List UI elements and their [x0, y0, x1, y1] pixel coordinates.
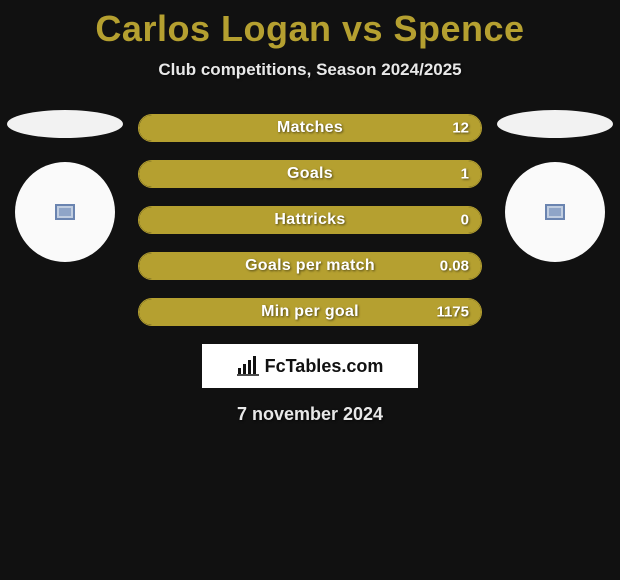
- subtitle: Club competitions, Season 2024/2025: [0, 60, 620, 80]
- content-area: Matches 12 Goals 1 Hattricks 0 Goals per…: [0, 114, 620, 425]
- fctables-logo[interactable]: FcTables.com: [202, 344, 418, 388]
- stat-value: 12: [452, 120, 469, 137]
- stat-value: 1175: [436, 304, 469, 321]
- stat-value: 0.08: [440, 258, 469, 275]
- avatar-placeholder-icon: [55, 204, 75, 220]
- stat-row-goals-per-match: Goals per match 0.08: [138, 252, 482, 280]
- bar-chart-icon: [237, 356, 259, 376]
- avatar-placeholder-icon: [545, 204, 565, 220]
- stat-row-matches: Matches 12: [138, 114, 482, 142]
- stat-label: Goals per match: [245, 257, 375, 275]
- stat-row-hattricks: Hattricks 0: [138, 206, 482, 234]
- stat-label: Goals: [287, 165, 333, 183]
- stat-label: Min per goal: [261, 303, 359, 321]
- stat-row-min-per-goal: Min per goal 1175: [138, 298, 482, 326]
- date-text: 7 november 2024: [0, 404, 620, 425]
- stat-label: Hattricks: [274, 211, 345, 229]
- stat-label: Matches: [277, 119, 343, 137]
- player-left-shadow: [7, 110, 123, 138]
- stat-value: 1: [461, 166, 469, 183]
- page-title: Carlos Logan vs Spence: [0, 0, 620, 50]
- stat-value: 0: [461, 212, 469, 229]
- logo-text: FcTables.com: [265, 356, 384, 377]
- stat-row-goals: Goals 1: [138, 160, 482, 188]
- player-right-avatar: [505, 162, 605, 262]
- player-right-column: [490, 114, 620, 262]
- stats-list: Matches 12 Goals 1 Hattricks 0 Goals per…: [138, 114, 482, 326]
- player-left-column: [0, 114, 130, 262]
- player-right-shadow: [497, 110, 613, 138]
- player-left-avatar: [15, 162, 115, 262]
